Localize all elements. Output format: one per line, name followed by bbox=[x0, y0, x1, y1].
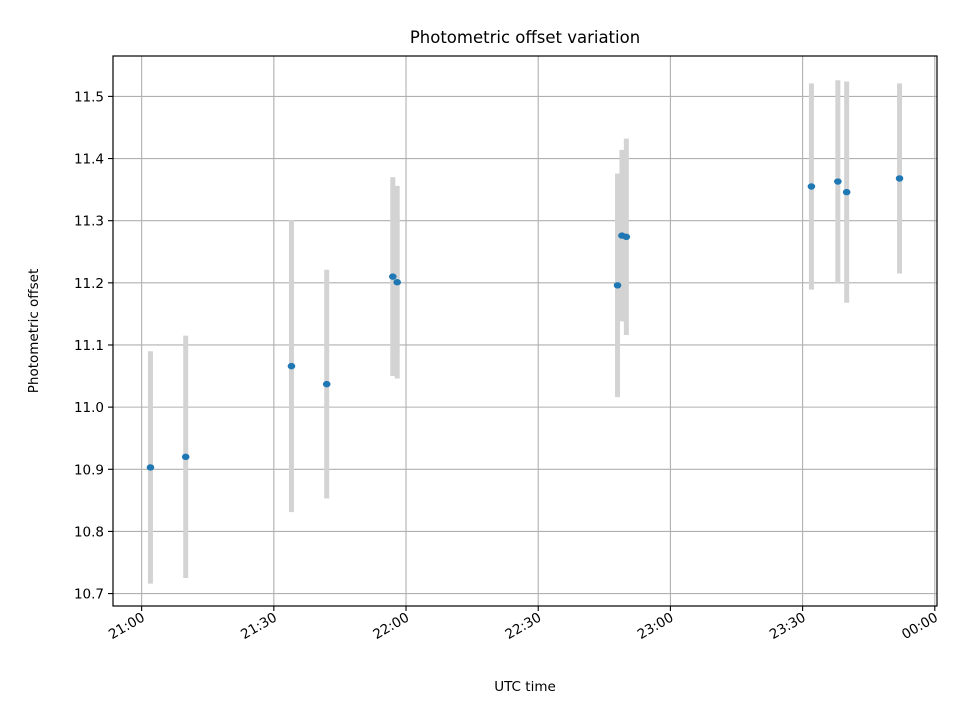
x-tick-label: 22:30 bbox=[503, 610, 545, 643]
y-tick-label: 11.5 bbox=[74, 89, 104, 105]
data-point bbox=[322, 380, 331, 388]
x-tick-label: 00:00 bbox=[899, 610, 941, 643]
y-tick-label: 10.9 bbox=[74, 462, 104, 478]
errorbar-layer bbox=[147, 80, 903, 584]
data-point bbox=[287, 362, 296, 370]
data-point bbox=[622, 233, 631, 241]
y-tick-label: 11.0 bbox=[74, 400, 104, 416]
x-tick-label: 23:30 bbox=[767, 610, 809, 643]
x-tick-label: 22:00 bbox=[370, 610, 412, 643]
data-point bbox=[393, 279, 402, 286]
point-layer bbox=[146, 175, 904, 471]
y-axis-label: Photometric offset bbox=[26, 269, 42, 393]
data-point bbox=[895, 175, 904, 182]
data-point bbox=[146, 464, 155, 471]
y-tick-label: 11.2 bbox=[74, 276, 104, 292]
x-tick-label: 21:00 bbox=[106, 610, 148, 643]
data-point bbox=[613, 282, 622, 289]
y-tick-label: 11.1 bbox=[74, 338, 104, 354]
x-axis-label: UTC time bbox=[494, 679, 556, 695]
y-tick-label: 11.3 bbox=[74, 214, 104, 230]
data-point bbox=[389, 273, 397, 280]
plot-frame bbox=[112, 55, 938, 607]
y-tick-label: 10.7 bbox=[74, 587, 104, 603]
y-tick-label: 11.4 bbox=[74, 152, 104, 168]
data-point bbox=[842, 188, 851, 196]
data-point bbox=[834, 178, 842, 185]
chart-title: Photometric offset variation bbox=[410, 28, 640, 47]
x-tick-label: 23:00 bbox=[635, 610, 677, 643]
grid-layer bbox=[113, 56, 937, 606]
data-point bbox=[181, 453, 190, 461]
y-tick-label: 10.8 bbox=[74, 524, 104, 540]
x-tick-label: 21:30 bbox=[238, 610, 280, 643]
data-point bbox=[807, 183, 816, 190]
